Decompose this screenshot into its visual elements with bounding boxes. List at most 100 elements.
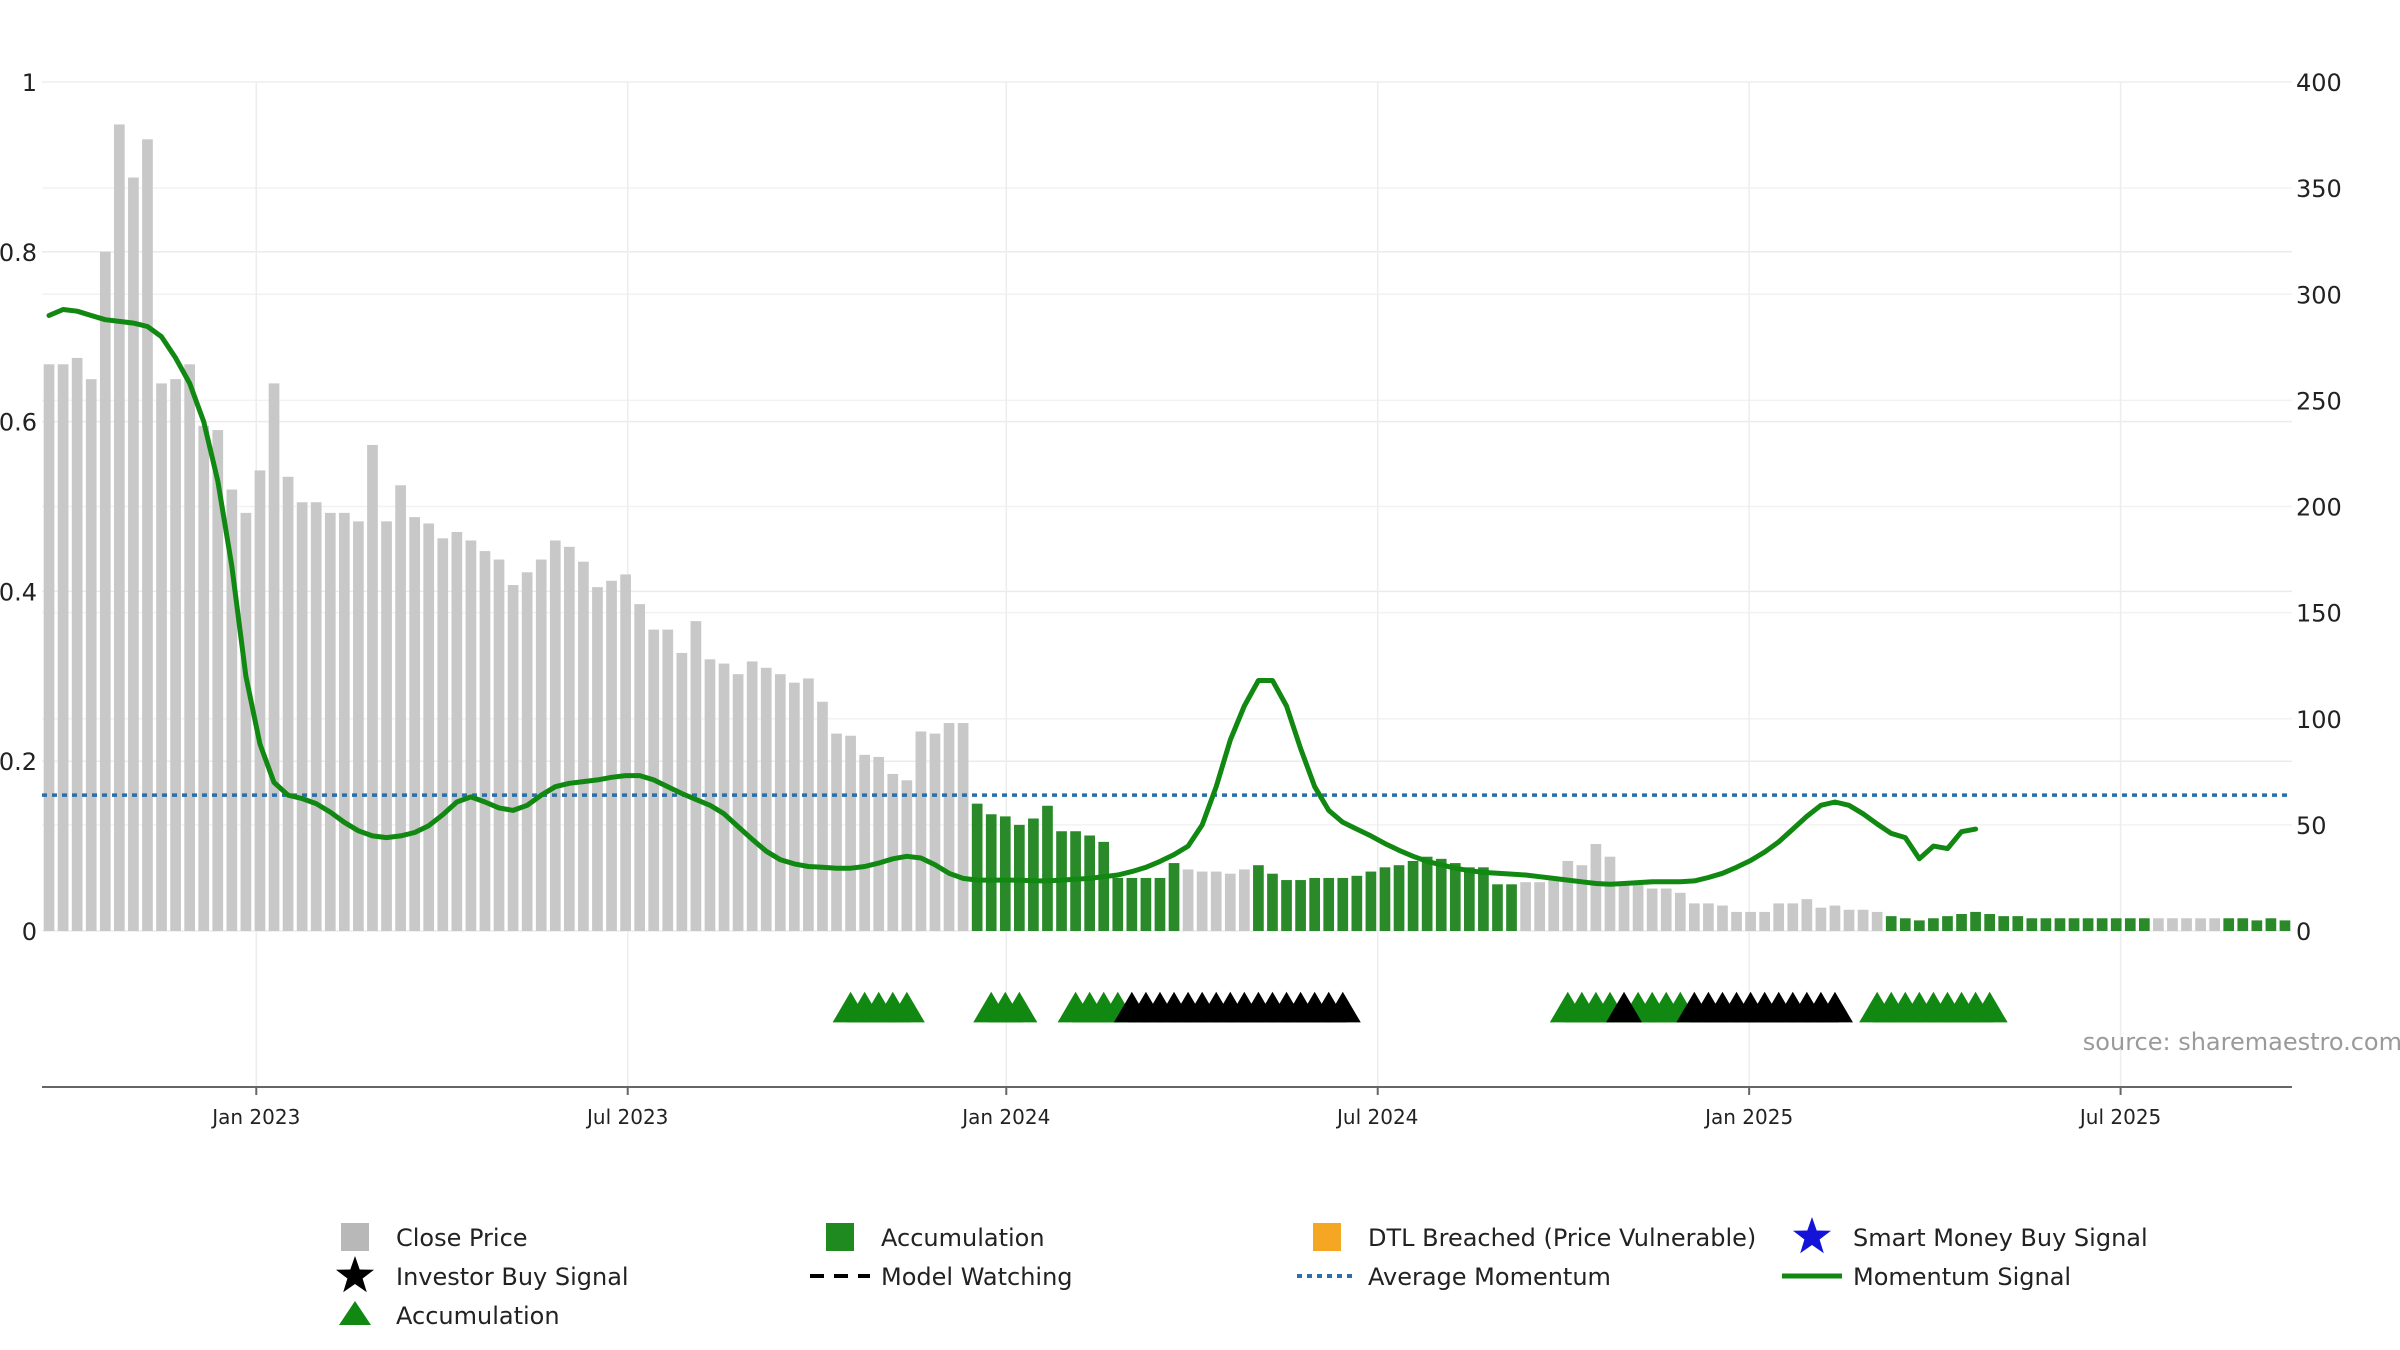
legend-star-icon (1793, 1217, 1831, 1254)
price-bar (592, 587, 603, 931)
accumulation-bar (1309, 877, 1320, 931)
price-bar (887, 773, 899, 931)
price-bar (1196, 871, 1208, 931)
legend-label: Model Watching (881, 1263, 1073, 1291)
price-bar (535, 559, 547, 931)
price-bar (1857, 909, 1869, 931)
accumulation-bar (1970, 911, 1981, 931)
price-bar (1182, 869, 1194, 931)
price-bar (198, 425, 210, 931)
price-bar (957, 722, 969, 931)
price-bar (873, 756, 885, 931)
x-tick-label: Jan 2023 (210, 1105, 300, 1129)
price-bar (859, 754, 870, 931)
price-bar (1562, 860, 1574, 931)
accumulation-bar (2012, 916, 2024, 931)
y-right-tick-label: 0 (2296, 918, 2311, 946)
price-bar (606, 580, 617, 931)
accumulation-bar (2139, 918, 2150, 931)
price-bar (1590, 843, 1602, 931)
accumulation-bar (1492, 884, 1503, 931)
accumulation-bar (2096, 918, 2108, 931)
accumulation-bar (1112, 877, 1124, 931)
accumulation-bar (2040, 918, 2052, 931)
price-bar (1829, 905, 1841, 931)
legend-label: Investor Buy Signal (396, 1263, 629, 1291)
accumulation-bar (1885, 916, 1897, 931)
price-bar (1618, 882, 1630, 931)
price-bar (1520, 882, 1531, 931)
x-tick-label: Jan 2024 (960, 1105, 1050, 1129)
accumulation-bar (1435, 858, 1447, 931)
accumulation-bar (1295, 880, 1306, 931)
price-bar (395, 485, 406, 931)
momentum-signal (46, 307, 1979, 887)
y-right-tick-label: 200 (2296, 494, 2342, 522)
y-left-tick-label: 1 (22, 69, 37, 97)
price-bar (1660, 888, 1672, 931)
price-bar (1843, 909, 1855, 931)
price-bar (381, 521, 392, 931)
accumulation-bar (1351, 875, 1363, 931)
price-bar (1548, 880, 1560, 931)
momentum-signal-line (46, 307, 1979, 887)
accumulation-bar (1168, 863, 1180, 931)
y-right-tick-label: 150 (2296, 600, 2342, 628)
price-bar (57, 364, 69, 932)
legend-star-icon (336, 1256, 374, 1293)
price-bar (353, 521, 364, 931)
price-bar (1731, 911, 1742, 931)
y-right-tick-label: 250 (2296, 387, 2342, 415)
price-bar (1717, 905, 1728, 931)
accumulation-bar (1281, 880, 1292, 931)
accumulation-bar (1267, 873, 1278, 931)
accumulation-bar (1393, 865, 1405, 931)
y-left-tick-label: 0.8 (0, 239, 37, 267)
price-bar (1646, 888, 1658, 931)
price-bar (817, 701, 828, 931)
accumulation-bar (1506, 884, 1517, 931)
accumulation-bar (1323, 877, 1335, 931)
price-bar (254, 470, 266, 931)
accumulation-bar (1956, 914, 1967, 931)
accumulation-bar (1984, 914, 1995, 931)
x-tick-label: Jan 2025 (1703, 1105, 1793, 1129)
accumulation-bar (1464, 867, 1475, 931)
price-bar (549, 540, 561, 931)
legend-square-icon (1313, 1223, 1341, 1251)
legend-label: Average Momentum (1368, 1263, 1611, 1291)
x-tick-label: Jul 2025 (2078, 1105, 2161, 1129)
accumulation-bar (1942, 916, 1953, 931)
accumulation-bar (1140, 877, 1152, 931)
price-bar (634, 604, 645, 931)
price-bar (1703, 903, 1714, 931)
accumulation-bar (1998, 916, 2010, 931)
price-bar (564, 546, 575, 931)
accumulation-bar (2110, 918, 2122, 931)
price-bar (128, 177, 139, 931)
legend-label: Accumulation (881, 1224, 1045, 1252)
price-bar (1759, 911, 1770, 931)
accumulation-bar (1126, 877, 1138, 931)
investor-buy-triangle (1606, 991, 1643, 1023)
legend-label: Close Price (396, 1224, 528, 1252)
price-bar (226, 489, 238, 931)
accumulation-bar (2054, 918, 2066, 931)
accumulation-bar (1028, 818, 1039, 931)
price-bar (212, 430, 224, 931)
price-bar (2209, 918, 2220, 931)
legend-label: Smart Money Buy Signal (1853, 1224, 2148, 1252)
price-bar (114, 124, 125, 931)
investor-buy-triangle (1816, 991, 1853, 1023)
accumulation-triangle (1971, 991, 2008, 1023)
price-bar (240, 512, 252, 931)
accumulation-bar (2251, 920, 2263, 931)
price-bar (324, 512, 336, 931)
price-bar (521, 572, 533, 931)
accumulation-bar (1253, 865, 1264, 931)
price-bar (831, 733, 842, 931)
price-bar (2167, 918, 2178, 931)
price-bar (690, 621, 702, 931)
price-bar (71, 357, 83, 931)
price-bar (493, 559, 505, 931)
